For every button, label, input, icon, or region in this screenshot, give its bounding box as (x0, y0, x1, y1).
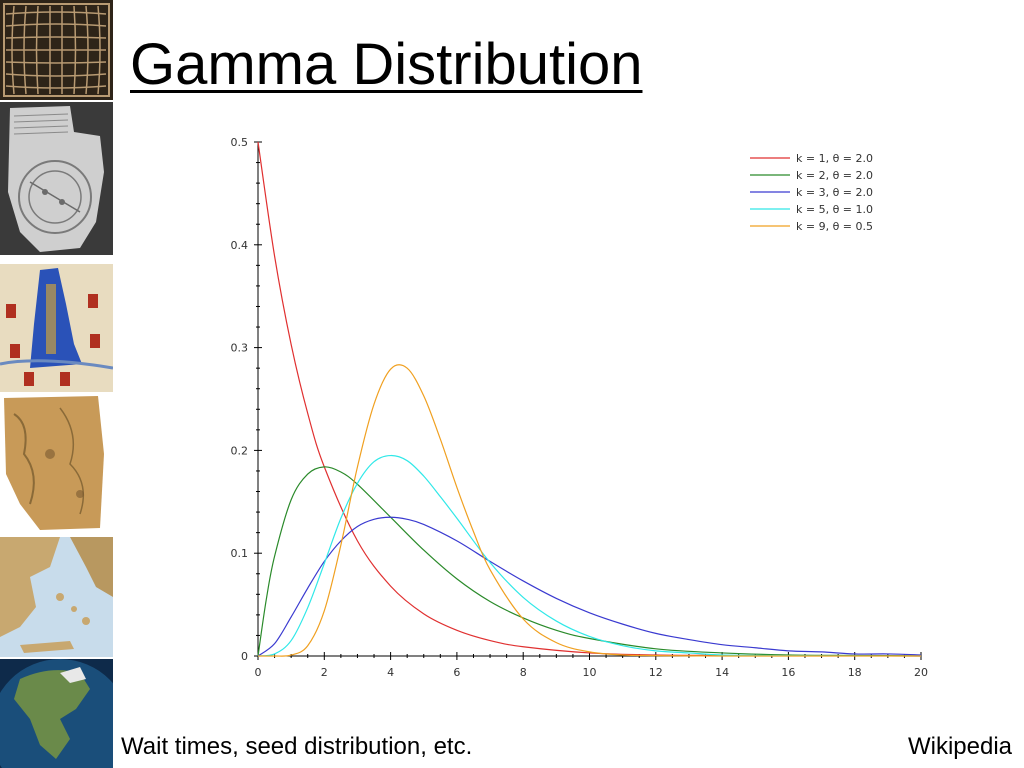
parchment-map-thumbnail (0, 394, 113, 532)
chart-axes: 0 0.1 0.2 0.3 0.4 0.5 0 2 4 6 8 10 12 14 16 18 20 (231, 136, 929, 679)
thumbnail-strip (0, 0, 113, 768)
x-tick-label: 12 (649, 666, 663, 679)
x-tick-label: 6 (453, 666, 460, 679)
x-tick-label: 18 (848, 666, 862, 679)
series-line-4 (257, 454, 922, 657)
slide-title: Gamma Distribution (130, 32, 643, 97)
x-tick-label: 10 (583, 666, 597, 679)
grid-map-thumbnail (0, 0, 113, 100)
y-tick-label: 0.1 (231, 547, 249, 560)
legend-label: k = 2, θ = 2.0 (796, 169, 873, 182)
legend-label: k = 5, θ = 1.0 (796, 203, 873, 216)
x-tick-label: 0 (255, 666, 262, 679)
x-tick-label: 14 (715, 666, 729, 679)
chart-series (257, 141, 922, 657)
x-tick-label: 20 (914, 666, 928, 679)
y-tick-label: 0.2 (231, 444, 249, 457)
x-tick-label: 2 (321, 666, 328, 679)
y-tick-label: 0.3 (231, 342, 249, 355)
x-tick-label: 8 (520, 666, 527, 679)
slide-caption: Wait times, seed distribution, etc. (121, 733, 473, 760)
legend-label: k = 1, θ = 2.0 (796, 152, 873, 165)
aegean-relief-map-thumbnail (0, 537, 113, 657)
clay-tablet-map-thumbnail (0, 102, 113, 255)
series-line-5 (257, 364, 921, 657)
legend-label: k = 3, θ = 2.0 (796, 186, 873, 199)
globe-north-america-thumbnail (0, 659, 113, 768)
source-credit: Wikipedia (907, 733, 1012, 760)
chart-legend: k = 1, θ = 2.0 k = 2, θ = 2.0 k = 3, θ = 2… (750, 152, 873, 233)
y-tick-label: 0.4 (231, 239, 249, 252)
x-tick-label: 16 (781, 666, 795, 679)
y-tick-label: 0 (241, 650, 248, 663)
series-line-3 (257, 516, 922, 657)
y-tick-label: 0.5 (231, 136, 249, 149)
illuminated-map-thumbnail (0, 264, 113, 392)
gamma-distribution-chart: 0 0.1 0.2 0.3 0.4 0.5 0 2 4 6 8 10 12 14 16 18 20 k = 1,… (231, 136, 929, 679)
series-line-2 (257, 466, 922, 657)
x-tick-label: 4 (387, 666, 394, 679)
legend-label: k = 9, θ = 0.5 (796, 220, 873, 233)
